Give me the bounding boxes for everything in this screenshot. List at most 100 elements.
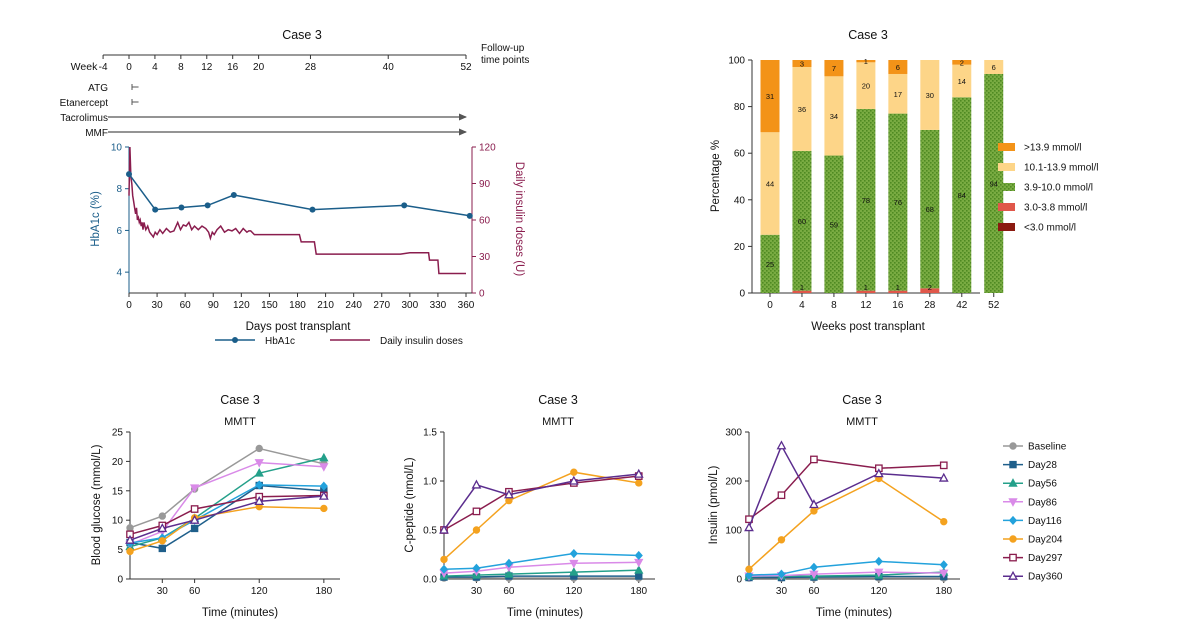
- bar-segment: [792, 60, 812, 67]
- legend-marker: [1008, 478, 1018, 487]
- x-tick-label: 30: [776, 586, 788, 597]
- bar-data-label: 6: [896, 63, 900, 72]
- x-tick-label: 210: [317, 300, 334, 311]
- bar-segment: [920, 288, 940, 293]
- treatment-label: ATG: [88, 83, 108, 94]
- bar-segment: [760, 132, 780, 235]
- series-point-day204: [940, 517, 948, 526]
- legend-label: >13.9 mmol/l: [1024, 143, 1082, 154]
- hba1c-point: [152, 206, 159, 213]
- x-tick-label: 4: [799, 300, 805, 311]
- x-tick-label: 150: [261, 300, 278, 311]
- panel-b-title: Case 3: [848, 28, 888, 42]
- hba1c-point: [309, 206, 316, 213]
- panel-a-followup-label-2: time points: [481, 55, 529, 66]
- bar-data-label: 6: [992, 63, 996, 72]
- y-tick-label-right: 0: [479, 289, 485, 300]
- y-tick-label: 60: [734, 149, 746, 160]
- series-point-day116: [809, 562, 818, 572]
- x-tick-label: 60: [503, 586, 515, 597]
- series-point-day86: [939, 569, 949, 579]
- y-tick-label: 1.5: [423, 428, 437, 439]
- series-point-day204: [472, 526, 481, 534]
- series-line-day116: [443, 552, 639, 570]
- series-point-day360: [809, 499, 819, 509]
- panel-c-xlabel: Time (minutes): [202, 607, 278, 619]
- series-line-daily-insulin: [128, 146, 466, 275]
- series-point-day56: [319, 452, 329, 462]
- series-point-day86: [319, 463, 329, 472]
- y-tick-label: 100: [728, 56, 745, 67]
- series-point-day116: [744, 570, 754, 580]
- week-tick-label: 4: [152, 62, 158, 73]
- series-point-day360: [504, 489, 514, 499]
- x-tick-label: 180: [316, 586, 333, 597]
- series-point-day116: [634, 550, 643, 561]
- x-tick-label: 120: [566, 586, 583, 597]
- series-point-day116: [874, 556, 883, 566]
- bar-data-label: 30: [926, 91, 934, 100]
- series-point-day360: [471, 479, 482, 489]
- bar-data-label: 34: [830, 112, 838, 121]
- bar-segment: [888, 73, 908, 114]
- bar-data-label: 84: [958, 191, 966, 200]
- series-point-day204: [810, 507, 818, 515]
- bar-data-label: 25: [766, 260, 774, 269]
- x-tick-label: 120: [871, 586, 888, 597]
- legend-label: Day56: [1028, 479, 1057, 490]
- panel-a-week-label: Week: [71, 61, 98, 73]
- series-point-day204: [320, 504, 328, 513]
- x-tick-label: 180: [630, 586, 647, 597]
- bar-data-label: 31: [766, 92, 774, 101]
- panel-e-ylabel: Insulin (pmol/L): [708, 466, 720, 545]
- bar-segment: [888, 290, 908, 293]
- series-point-day86: [189, 484, 200, 493]
- hba1c-point: [466, 212, 473, 219]
- hba1c-point: [401, 202, 408, 209]
- series-point-day360: [568, 475, 579, 485]
- series-point-day360: [938, 472, 949, 482]
- bar-segment: [984, 73, 1004, 293]
- x-tick-label: 90: [208, 300, 220, 311]
- series-point-day297: [939, 461, 948, 470]
- legend-label: Day86: [1028, 497, 1057, 508]
- panel-a-followup-label: Follow-up: [481, 43, 525, 54]
- panel-b-xlabel: Weeks post transplant: [811, 321, 925, 333]
- week-tick-label: 40: [383, 62, 395, 73]
- y-tick-label: 10: [112, 516, 124, 527]
- legend-swatch: [998, 143, 1015, 151]
- y-tick-label-left: 10: [111, 143, 123, 154]
- series-point-day204: [635, 479, 643, 487]
- bar-segment: [952, 60, 972, 65]
- week-tick-label: 0: [126, 62, 132, 73]
- x-tick-label: 360: [458, 300, 475, 311]
- panel-d-ylabel: C-peptide (nmol/L): [404, 457, 416, 552]
- series-point-day86: [874, 568, 884, 578]
- series-point-day204: [158, 537, 167, 545]
- x-tick-label: 28: [924, 300, 936, 311]
- x-tick-label: 300: [401, 300, 418, 311]
- legend-marker: [1008, 570, 1018, 580]
- bar-segment: [856, 62, 876, 109]
- y-tick-label: 80: [734, 102, 746, 113]
- mmtt-legend: Baseline Day28 Day56 Day86 Day116 Day204 Day29…: [1003, 442, 1067, 583]
- series-line-day116: [129, 484, 324, 544]
- week-tick-label: 52: [460, 62, 472, 73]
- treatment-label: MMF: [85, 128, 108, 139]
- bar-segment: [824, 60, 844, 77]
- panel-e-title: Case 3: [842, 393, 882, 407]
- treatment-label: Etanercept: [60, 98, 109, 109]
- x-tick-label: 16: [892, 300, 904, 311]
- series-line-day360: [748, 443, 944, 528]
- week-tick-label: 16: [227, 62, 239, 73]
- series-point-day86: [569, 559, 579, 569]
- bar-data-label: 60: [798, 217, 806, 226]
- week-tick-label: 12: [201, 62, 213, 73]
- panel-d-plot: 0.0 0.5 1.0 1.5 30 60 120 180: [423, 428, 655, 597]
- panel-e-plot: 0 100 200 300 30 60 120 180: [725, 428, 960, 597]
- series-point-day86: [254, 459, 264, 468]
- bar-data-label: 59: [830, 220, 838, 229]
- legend-label: 3.0-3.8 mmol/l: [1024, 203, 1087, 214]
- y-tick-label-left: 6: [116, 226, 122, 237]
- legend-label: Day204: [1028, 535, 1063, 546]
